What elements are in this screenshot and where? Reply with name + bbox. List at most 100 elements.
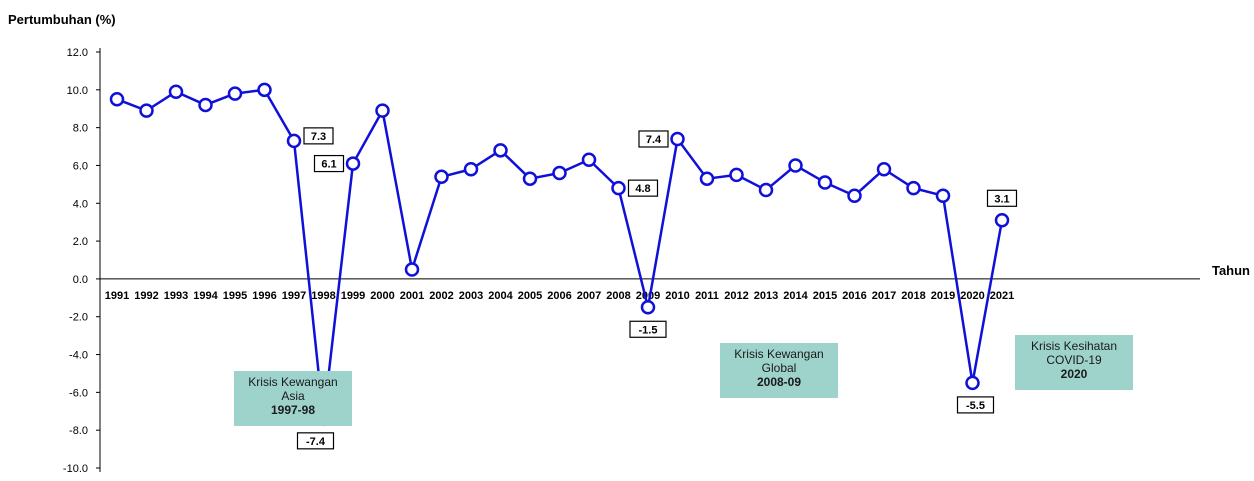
- data-point: [493, 143, 508, 158]
- annotation-line: Krisis Kewangan: [248, 375, 338, 389]
- data-point: [345, 156, 361, 171]
- data-point: [375, 103, 390, 118]
- data-point: [139, 103, 154, 118]
- data-point: [699, 171, 715, 186]
- data-label: -7.4: [306, 436, 326, 448]
- data-point: [463, 161, 479, 177]
- annotation-line: Krisis Kewangan: [734, 347, 824, 361]
- data-point: [581, 152, 597, 168]
- x-tick-label: 2021: [990, 290, 1014, 302]
- data-label-box: [956, 396, 995, 414]
- x-tick-label: 2006: [547, 290, 571, 302]
- data-point: [906, 180, 921, 196]
- x-tick-label: 2016: [842, 290, 866, 302]
- x-tick-label: 2020: [960, 290, 984, 302]
- x-axis-title: Tahun: [1212, 263, 1250, 278]
- annotation-covid-crisis: Krisis Kesihatan COVID-19 2020: [1015, 335, 1133, 390]
- data-point: [994, 213, 1010, 228]
- data-point: [758, 182, 774, 198]
- y-tick-label: 0.0: [73, 274, 88, 286]
- data-label: 4.8: [635, 183, 650, 195]
- x-tick-label: 2003: [459, 290, 483, 302]
- x-tick-label: 2009: [636, 290, 660, 302]
- data-label: -1.5: [639, 324, 658, 336]
- x-tick-label: 2015: [813, 290, 837, 302]
- data-point: [729, 167, 744, 183]
- x-tick-label: 1998: [311, 290, 335, 302]
- data-point: [611, 180, 626, 196]
- x-tick-label: 2014: [783, 290, 808, 302]
- data-label-box: [638, 130, 669, 148]
- x-tick-label: 2011: [695, 290, 719, 302]
- annotation-year: 1997-98: [270, 403, 316, 417]
- data-label: 6.1: [321, 159, 336, 171]
- y-tick-label: -4.0: [69, 350, 88, 362]
- annotation-asian-crisis: Krisis Kewangan Asia 1997-98: [234, 371, 352, 426]
- y-tick-label: 8.0: [73, 123, 88, 135]
- x-tick-label: 1993: [164, 290, 188, 302]
- x-tick-label: 1994: [193, 290, 218, 302]
- data-label: 7.4: [646, 134, 662, 146]
- x-tick-label: 1996: [252, 290, 276, 302]
- y-tick-label: 4.0: [73, 198, 88, 210]
- data-point: [227, 86, 243, 101]
- data-label-box: [313, 154, 345, 173]
- x-tick-label: 2017: [872, 290, 896, 302]
- data-point: [434, 169, 449, 185]
- annotation-year: 2020: [1060, 367, 1088, 381]
- data-point: [522, 171, 538, 186]
- y-tick-label: -2.0: [69, 312, 88, 324]
- annotation-global-crisis: Krisis Kewangan Global 2008-09: [720, 343, 838, 398]
- data-label: -5.5: [966, 400, 985, 412]
- y-tick-label: 2.0: [73, 236, 88, 248]
- x-tick-label: 2000: [370, 290, 394, 302]
- x-tick-label: 1995: [223, 290, 247, 302]
- x-tick-label: 2019: [931, 290, 955, 302]
- data-label: 3.1: [994, 193, 1009, 205]
- x-tick-label: 2010: [665, 290, 689, 302]
- data-point: [847, 188, 862, 203]
- x-tick-label: 2008: [606, 290, 630, 302]
- data-label-box: [627, 179, 659, 197]
- y-tick-label: -10.0: [63, 463, 88, 475]
- annotation-line: Global: [761, 361, 797, 375]
- x-tick-label: 2018: [901, 290, 925, 302]
- x-tick-label: 2012: [724, 290, 748, 302]
- annotation-year: 2008-09: [756, 375, 802, 389]
- data-point: [552, 165, 567, 181]
- y-tick-label: -8.0: [69, 425, 88, 437]
- y-tick-label: 12.0: [67, 47, 88, 59]
- x-tick-label: 2005: [518, 290, 542, 302]
- data-point: [935, 188, 951, 203]
- y-axis-title: Pertumbuhan (%): [8, 12, 116, 27]
- x-tick-label: 1992: [134, 290, 158, 302]
- data-point: [198, 97, 213, 113]
- y-tick-label: 10.0: [67, 85, 88, 97]
- data-point: [286, 133, 302, 149]
- data-point: [168, 84, 184, 99]
- data-label-box: [986, 189, 1018, 207]
- data-label-box: [629, 320, 667, 338]
- x-tick-label: 2002: [429, 290, 453, 302]
- y-tick-label: 6.0: [73, 160, 88, 172]
- data-point: [817, 175, 833, 190]
- x-tick-label: 1991: [105, 290, 129, 302]
- data-point: [109, 92, 125, 107]
- x-tick-label: 2004: [488, 290, 513, 302]
- x-tick-label: 1999: [341, 290, 365, 302]
- x-tick-label: 2007: [577, 290, 601, 302]
- data-label-box: [303, 127, 334, 145]
- y-tick-label: -6.0: [69, 387, 88, 399]
- series-line: [116, 88, 1004, 421]
- x-tick-label: 2001: [400, 290, 424, 302]
- data-point: [876, 161, 892, 177]
- data-point: [965, 375, 980, 391]
- x-tick-label: 2013: [754, 290, 778, 302]
- data-point: [640, 300, 656, 315]
- data-label-box: [296, 432, 335, 450]
- data-point: [404, 262, 420, 277]
- x-tick-label: 1997: [282, 290, 306, 302]
- data-point: [670, 131, 685, 147]
